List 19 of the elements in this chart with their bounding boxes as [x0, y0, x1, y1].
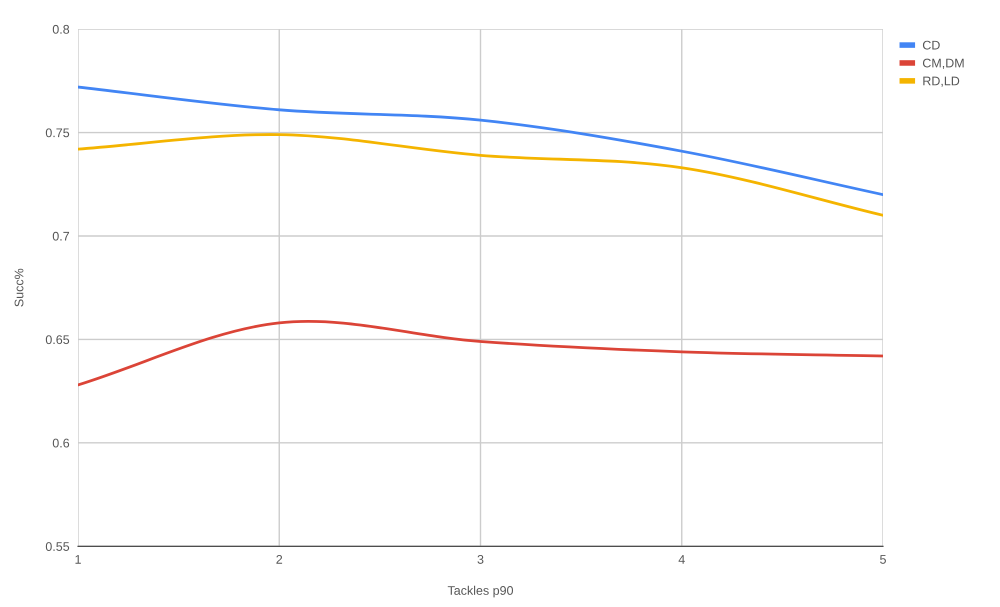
y-tick-label: 0.6	[52, 438, 70, 448]
legend-label: CM,DM	[922, 58, 964, 69]
y-tick-label: 0.7	[52, 232, 70, 241]
line-series	[78, 86, 883, 196]
y-tick-label: 0.55	[46, 542, 70, 551]
x-tick-label: 1	[75, 555, 81, 564]
y-tick-label: 0.8	[52, 24, 70, 34]
y-tick-label: 0.65	[46, 335, 70, 344]
line-series	[78, 320, 883, 386]
y-axis-title: Succ%	[14, 268, 24, 307]
x-tick-label: 5	[880, 555, 886, 564]
legend-label: RD,LD	[923, 76, 960, 87]
legend-label: CD	[922, 40, 940, 50]
y-tick-label: 0.75	[46, 128, 70, 138]
x-axis-title: Tackles p90	[448, 586, 514, 598]
line-series	[78, 133, 883, 217]
x-tick-label: 4	[678, 555, 685, 564]
x-tick-label: 3	[478, 554, 484, 564]
x-tick-label: 2	[276, 554, 282, 564]
